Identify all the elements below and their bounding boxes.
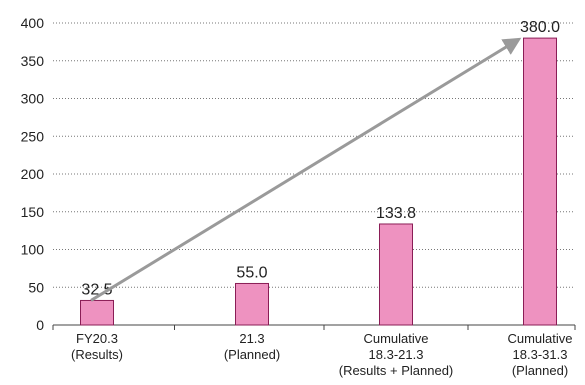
y-tick-label: 100: [21, 242, 45, 258]
y-tick-label: 150: [21, 204, 45, 220]
x-tick-label: (Planned): [512, 363, 568, 378]
y-tick-label: 250: [21, 128, 45, 144]
x-tick-label: (Results + Planned): [339, 363, 454, 378]
data-label: 55.0: [236, 264, 267, 281]
bar: [80, 299, 114, 326]
x-tick-label: Cumulative: [507, 331, 572, 346]
x-tick-label: 18.3-21.3: [369, 347, 424, 362]
y-tick-label: 350: [21, 53, 45, 69]
y-tick-label: 50: [28, 279, 44, 295]
y-tick-label: 200: [21, 166, 45, 182]
data-label: 133.8: [376, 205, 416, 222]
x-tick-label: FY20.3: [76, 331, 118, 346]
x-tick-label: (Planned): [224, 347, 280, 362]
y-tick-label: 0: [36, 317, 44, 333]
bar: [523, 37, 557, 326]
x-tick-label: (Results): [71, 347, 123, 362]
data-label: 380.0: [520, 19, 560, 36]
x-tick-label: 21.3: [239, 331, 264, 346]
x-tick-label: 18.3-31.3: [513, 347, 568, 362]
y-tick-label: 400: [21, 15, 45, 31]
data-label: 32.5: [81, 281, 112, 298]
bar: [235, 282, 269, 326]
y-tick-label: 300: [21, 91, 45, 107]
x-tick-label: Cumulative: [363, 331, 428, 346]
bar: [379, 223, 413, 326]
trend-arrow: [90, 37, 522, 302]
